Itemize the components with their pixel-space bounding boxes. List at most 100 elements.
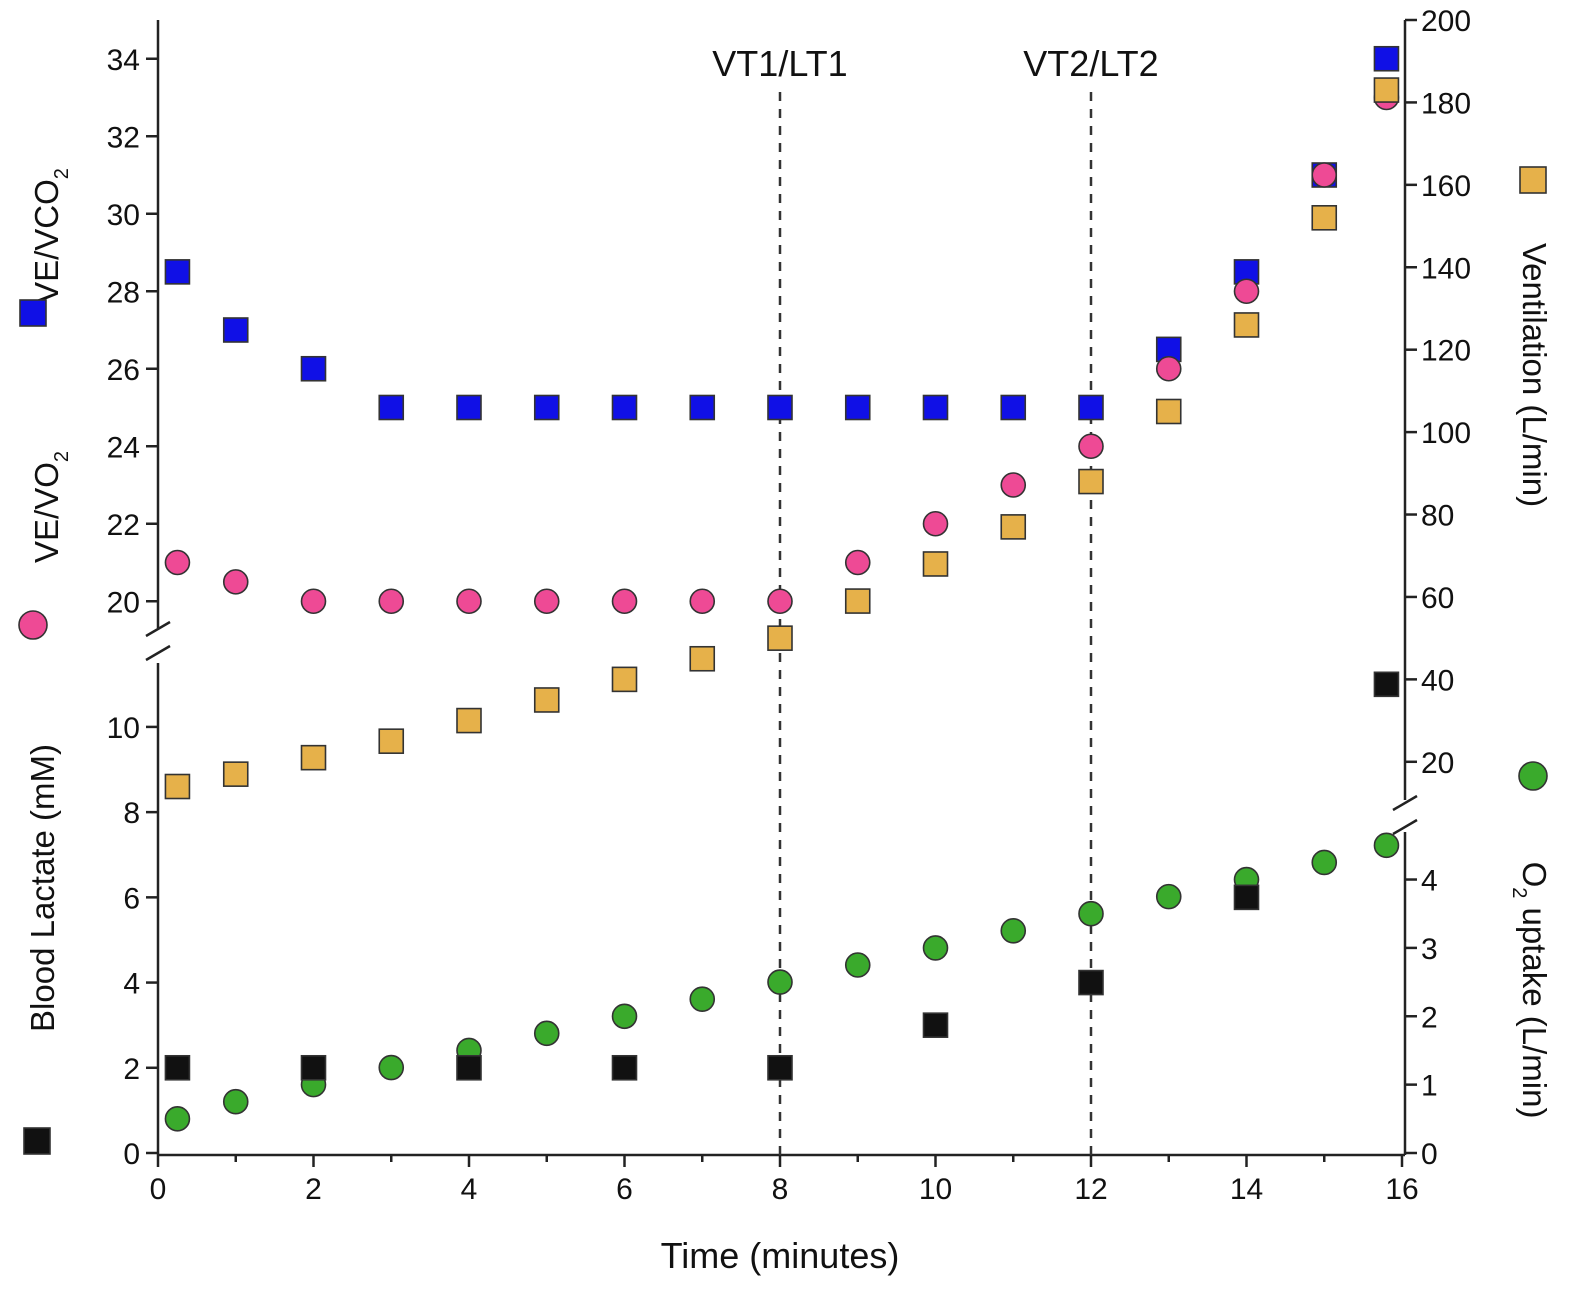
right-upper-tick-label: 40	[1421, 664, 1454, 697]
o2-uptake-point	[844, 952, 871, 978]
ve-vo2-point	[300, 588, 327, 615]
ve-vco2-point	[164, 259, 191, 285]
blood-lactate-point	[164, 1054, 191, 1081]
left-axis-break-mark	[145, 620, 171, 662]
left-upper-tick-label: 34	[107, 44, 140, 77]
o2-uptake-point	[767, 969, 793, 995]
right-upper-tick-label: 100	[1421, 417, 1471, 450]
o2-uptake-point	[378, 1054, 405, 1081]
o2-uptake-point	[611, 1003, 638, 1030]
o2-uptake-point	[1078, 900, 1104, 927]
right-upper-tick-label: 20	[1421, 747, 1454, 780]
right-upper-tick-label: 140	[1421, 252, 1471, 285]
ve-vo2-point	[456, 588, 482, 615]
ve-vo2-point	[378, 588, 405, 615]
o2-uptake-point	[922, 935, 949, 961]
left-upper-tick-label: 24	[107, 431, 140, 464]
ve-vco2-point	[300, 355, 327, 382]
ve-vo2-point	[164, 549, 191, 576]
ve-vco2-point	[378, 394, 405, 421]
right-lower-tick-label: 1	[1421, 1070, 1438, 1103]
x-tick-label: 16	[1385, 1173, 1418, 1206]
ve-vo2-axis-title: VE/VO2	[28, 451, 73, 563]
right-upper-tick-label: 60	[1421, 582, 1454, 615]
blood-lactate-point	[300, 1054, 327, 1081]
o2-uptake-point	[689, 986, 716, 1012]
ve-vco2-axis-title: VE/VCO2	[28, 168, 73, 304]
x-axis-title: Time (minutes)	[661, 1235, 900, 1276]
ve-vo2-subscript: 2	[51, 451, 73, 462]
o2-uptake-label: O2 uptake (L/min)	[1508, 862, 1553, 1119]
ventilation-point	[300, 744, 327, 771]
ventilation-point	[222, 761, 249, 787]
ve-vo2-legend-marker	[18, 610, 48, 640]
left-upper-tick-label: 22	[107, 509, 140, 542]
o2-uptake-point	[533, 1020, 560, 1047]
ve-vco2-point	[456, 394, 482, 421]
ve-vo2-point	[922, 510, 949, 537]
ventilation-point	[611, 666, 638, 693]
ve-vco2-point	[689, 394, 716, 421]
o2-uptake-point	[1373, 832, 1400, 859]
ventilation-axis-title: Ventilation (L/min)	[1516, 243, 1553, 507]
blood-lactate-point	[1078, 969, 1104, 996]
ve-vco2-point	[844, 394, 871, 421]
ve-vo2-point	[844, 549, 871, 576]
ve-vo2-label: VE/VO2	[28, 451, 73, 563]
o2-uptake-point	[1000, 918, 1027, 944]
right-axis-break-mark	[1392, 794, 1418, 836]
ve-vco2-legend-marker	[19, 299, 47, 327]
o2-uptake-point	[164, 1106, 191, 1132]
left-lower-tick-label: 0	[123, 1138, 140, 1171]
left-lower-tick-label: 8	[123, 797, 140, 830]
ve-vo2-point	[689, 588, 716, 615]
right-lower-tick-label: 2	[1421, 1001, 1438, 1034]
x-tick-label: 2	[305, 1173, 322, 1206]
o2-uptake-point	[1155, 883, 1182, 910]
ventilation-point	[456, 707, 482, 734]
ve-vo2-point	[611, 588, 638, 615]
ve-vo2-point	[1155, 355, 1182, 382]
ventilation-point	[1078, 468, 1104, 495]
blood-lactate-point	[922, 1012, 949, 1038]
x-tick-label: 0	[150, 1173, 167, 1206]
x-tick-label: 12	[1074, 1173, 1107, 1206]
ventilation-point	[767, 625, 793, 651]
right-upper-tick-label: 180	[1421, 87, 1471, 120]
blood-lactate-point	[456, 1054, 482, 1081]
blood-lactate-point	[1373, 671, 1400, 698]
ve-vco2-label: VE/VCO2	[28, 168, 73, 304]
ventilation-point	[1311, 205, 1338, 231]
ventilation-point	[1233, 312, 1260, 338]
right-lower-tick-label: 4	[1421, 865, 1438, 898]
left-upper-tick-label: 26	[107, 354, 140, 387]
ve-vo2-point	[1078, 433, 1104, 460]
left-lower-tick-label: 2	[123, 1053, 140, 1086]
blood-lactate-label: Blood Lactate (mM)	[24, 744, 61, 1032]
ve-vco2-point	[767, 394, 793, 421]
ve-vo2-point	[533, 588, 560, 615]
right-lower-tick-label: 0	[1421, 1138, 1438, 1171]
ve-vco2-subscript: 2	[51, 168, 73, 179]
ventilation-point	[164, 773, 191, 800]
ve-vco2-point	[1373, 45, 1400, 72]
ve-vo2-point	[1000, 472, 1027, 498]
x-tick-label: 8	[772, 1173, 789, 1206]
ventilation-point	[689, 645, 716, 672]
threshold-label-2: VT2/LT2	[1023, 43, 1158, 84]
ve-vco2-point	[533, 394, 560, 421]
ve-vco2-point	[222, 317, 249, 343]
ventilation-point	[533, 687, 560, 713]
ve-vo2-point	[222, 569, 249, 595]
x-tick-label: 10	[919, 1173, 952, 1206]
left-upper-tick-label: 20	[107, 586, 140, 619]
ve-vco2-point	[1000, 394, 1027, 421]
x-tick-label: 6	[616, 1173, 633, 1206]
right-upper-tick-label: 120	[1421, 335, 1471, 368]
o2-uptake-axis-title: O2 uptake (L/min)	[1508, 862, 1553, 1119]
left-lower-tick-label: 10	[107, 712, 140, 745]
o2-uptake-point	[1311, 849, 1338, 876]
right-upper-tick-label: 200	[1421, 5, 1471, 38]
x-tick-label: 4	[461, 1173, 478, 1206]
axis-labels: VE/VCO2 VE/VO2 Blood Lactate (mM) Ventilati…	[18, 166, 1553, 1276]
